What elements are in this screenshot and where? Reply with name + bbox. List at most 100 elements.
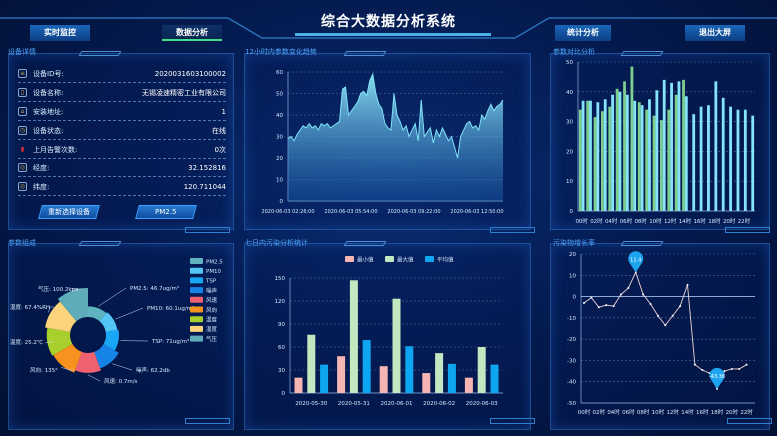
bar bbox=[670, 82, 673, 211]
bar bbox=[729, 106, 732, 211]
bar bbox=[623, 81, 626, 212]
min-value-marker bbox=[709, 367, 725, 389]
x-tick-label: 2020-06-03 05:54:00 bbox=[324, 209, 377, 215]
x-tick-label: 12时 bbox=[664, 217, 677, 225]
data-point bbox=[745, 363, 748, 366]
panel-scroll-indicator bbox=[727, 418, 772, 424]
slice-label: 风向: 135° bbox=[30, 366, 58, 374]
x-tick-label: 20时 bbox=[723, 217, 736, 225]
x-tick-label: 08时 bbox=[634, 217, 647, 225]
nav-data-analysis[interactable]: 数据分析 bbox=[162, 25, 222, 41]
bar bbox=[581, 100, 585, 211]
x-tick-label: 08时 bbox=[637, 408, 650, 416]
bar bbox=[721, 97, 725, 211]
bar bbox=[640, 105, 644, 211]
bar bbox=[692, 114, 696, 211]
y-tick-label: 0 bbox=[282, 391, 286, 397]
bar bbox=[714, 81, 718, 212]
bar bbox=[593, 117, 597, 211]
y-tick-label: 10 bbox=[566, 179, 573, 185]
trend-area bbox=[288, 74, 503, 201]
x-tick-label: 12时 bbox=[666, 408, 679, 416]
bar bbox=[682, 79, 685, 211]
legend-swatch bbox=[190, 306, 203, 313]
rose-slice bbox=[75, 351, 101, 373]
data-point bbox=[583, 301, 585, 304]
bar bbox=[674, 94, 678, 211]
bar bbox=[603, 99, 607, 211]
x-tick-label: 04时 bbox=[605, 217, 618, 225]
bar bbox=[751, 115, 755, 211]
nav-statistics[interactable]: 统计分析 bbox=[555, 25, 611, 41]
bar bbox=[699, 106, 703, 211]
globe-icon: ◎ bbox=[18, 163, 27, 172]
bar bbox=[307, 334, 316, 393]
x-tick-label: 2020-06-01 bbox=[381, 401, 413, 407]
y-tick-label: 10 bbox=[276, 178, 283, 184]
bar bbox=[618, 91, 622, 211]
bar bbox=[349, 280, 358, 393]
device-info-value: 无锡凌速精密工业有限公司 bbox=[142, 88, 226, 97]
trend-line bbox=[287, 72, 504, 159]
bar bbox=[625, 94, 629, 211]
legend-swatch bbox=[190, 316, 203, 323]
x-tick-label: 2020-06-03 09:22:00 bbox=[387, 209, 440, 215]
bar bbox=[601, 111, 604, 211]
max-value-marker bbox=[628, 251, 644, 273]
x-tick-label: 06时 bbox=[620, 217, 633, 225]
bar bbox=[320, 364, 329, 393]
device-info-value: 1 bbox=[221, 107, 226, 116]
legend-swatch bbox=[190, 267, 203, 274]
clock-icon: ◷ bbox=[18, 126, 27, 135]
data-point bbox=[612, 305, 615, 308]
rose-slice bbox=[99, 312, 118, 332]
x-tick-label: 2020-06-03 02:26:00 bbox=[261, 209, 314, 215]
nav-realtime-monitor[interactable]: 实时监控 bbox=[30, 25, 90, 41]
slice-label: 温度: 25.2℃ bbox=[10, 338, 43, 346]
data-point bbox=[686, 283, 689, 286]
y-tick-label: 0 bbox=[280, 199, 284, 205]
device-panel-title: 设备详情 bbox=[8, 48, 36, 56]
legend-swatch bbox=[190, 296, 203, 303]
bar bbox=[294, 377, 303, 393]
y-tick-label: 20 bbox=[276, 156, 283, 162]
slice-label: 湿度: 67.4%RH bbox=[10, 303, 50, 311]
legend-label: PM10 bbox=[206, 269, 222, 275]
bar bbox=[743, 109, 747, 211]
y-tick-label: -10 bbox=[567, 316, 576, 322]
slice-label: PM10: 60.1ug/m³ bbox=[147, 305, 194, 312]
home-icon: ⌂ bbox=[18, 107, 27, 116]
device-info-row: ◷ 设备状态: 在线 bbox=[18, 122, 226, 140]
bar bbox=[578, 109, 582, 211]
legend-swatch bbox=[190, 335, 203, 342]
rose-slice bbox=[103, 329, 119, 351]
data-point bbox=[671, 314, 674, 317]
bar bbox=[677, 81, 681, 212]
device-info-row: ◎ 纬度: 120.711044 bbox=[18, 178, 226, 196]
x-tick-label: 22时 bbox=[738, 217, 751, 225]
x-tick-label: 02时 bbox=[590, 217, 603, 225]
rose-slice bbox=[88, 306, 107, 322]
bar bbox=[652, 115, 656, 211]
slice-label: 噪声: 62.2db bbox=[136, 366, 170, 374]
data-point bbox=[597, 306, 600, 309]
x-tick-label: 2020-05-31 bbox=[338, 401, 370, 407]
x-tick-label: 14时 bbox=[681, 408, 694, 416]
weekly-panel-title: 七日内污染分析统计 bbox=[245, 239, 308, 247]
bar bbox=[379, 366, 388, 393]
bar bbox=[611, 94, 614, 211]
globe-icon: ◎ bbox=[18, 182, 27, 191]
bar bbox=[435, 353, 444, 393]
legend-label: 最小值 bbox=[357, 256, 374, 264]
bar bbox=[707, 105, 710, 211]
y-tick-label: -30 bbox=[567, 358, 576, 364]
bar bbox=[596, 102, 600, 211]
legend-label: 湿度 bbox=[206, 325, 218, 333]
nav-exit-fullscreen[interactable]: 退出大屏 bbox=[685, 25, 745, 41]
x-tick-label: 18时 bbox=[708, 217, 721, 225]
alarm-icon: ▮ bbox=[20, 146, 25, 153]
y-tick-label: -50 bbox=[567, 401, 576, 407]
x-tick-label: 2020-06-03 bbox=[466, 401, 498, 407]
bar bbox=[662, 79, 666, 211]
y-tick-label: 0 bbox=[573, 295, 577, 301]
